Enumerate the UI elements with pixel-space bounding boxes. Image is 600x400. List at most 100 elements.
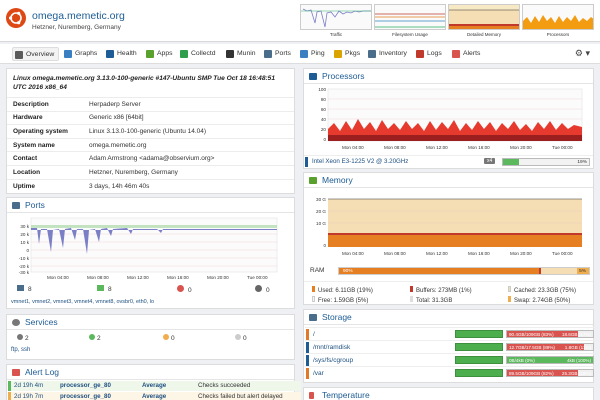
mem-stat-text: Swap: 2.74GB (50%) bbox=[514, 298, 571, 304]
alert-check[interactable]: Average bbox=[142, 393, 167, 400]
tab-ping[interactable]: Ping bbox=[300, 47, 325, 61]
tab-health[interactable]: Health bbox=[106, 47, 137, 61]
tab-alerts[interactable]: Alerts bbox=[452, 47, 480, 61]
port-total[interactable]: 8 bbox=[17, 285, 32, 293]
services-icon bbox=[12, 319, 20, 326]
tab-munin[interactable]: Munin bbox=[226, 47, 256, 61]
storage-graph-bar bbox=[455, 369, 503, 377]
port-disabled-icon bbox=[255, 285, 262, 292]
mem-stat-used: Used: 6.11GB (19%) bbox=[312, 286, 373, 294]
alert-entity[interactable]: processor_ge_80 bbox=[60, 393, 111, 400]
service-disabled[interactable]: 0 bbox=[235, 334, 247, 342]
y-axis-tick: 20 bbox=[321, 127, 327, 132]
x-axis-tick: Mon 08:00 bbox=[87, 275, 109, 280]
panel-title: Processors bbox=[322, 71, 365, 81]
alert-row[interactable]: 2d 19h 7m processor_ge_80 Average Checks… bbox=[8, 392, 301, 400]
services-panel-header[interactable]: Services bbox=[7, 315, 294, 330]
ram-row[interactable]: RAM 90% 5% bbox=[304, 265, 593, 277]
port-up[interactable]: 8 bbox=[97, 285, 112, 293]
storage-mount[interactable]: /var bbox=[313, 370, 324, 377]
y-axis-tick: 30 G bbox=[316, 197, 326, 202]
x-axis-tick: Tue 00:00 bbox=[552, 251, 573, 256]
service-disabled-icon bbox=[235, 334, 241, 340]
storage-row[interactable]: / 90.4GB/109GB (83%) 18.6GB (17%) bbox=[305, 327, 598, 340]
cpu-usage-bar: 19% bbox=[502, 158, 590, 166]
mini-graph-traffic[interactable]: Traffic bbox=[300, 4, 372, 38]
alert-log-panel-header[interactable]: Alert Log bbox=[7, 365, 294, 380]
storage-row[interactable]: /var 89.5GB/109GB (82%) 25.3GB (18%) bbox=[305, 366, 598, 379]
table-row: Description Herpaderp Server bbox=[7, 97, 294, 112]
storage-row[interactable]: /sys/fs/cgroup 0B/4kB (0%) 4kB (100%) bbox=[305, 353, 598, 366]
service-up-count: 2 bbox=[97, 335, 101, 342]
storage-panel-header[interactable]: Storage bbox=[304, 310, 593, 325]
panel-title: Alert Log bbox=[25, 367, 60, 377]
alert-entity[interactable]: processor_ge_80 bbox=[60, 382, 111, 389]
ports-panel-header[interactable]: Ports bbox=[7, 198, 294, 213]
ports-interface-list[interactable]: vmnet1, vmnet2, vmnet3, vmnet4, vmnet8, … bbox=[11, 299, 155, 305]
storage-mount[interactable]: /sys/fs/cgroup bbox=[313, 357, 354, 364]
x-axis-tick: Mon 16:00 bbox=[468, 145, 490, 150]
tab-inventory[interactable]: Inventory bbox=[368, 47, 407, 61]
storage-used-text: 12.7GB/17.5GB (89%) bbox=[509, 345, 555, 350]
gear-icon[interactable]: ⚙ ▾ bbox=[574, 48, 590, 58]
service-total[interactable]: 2 bbox=[17, 334, 29, 342]
x-axis-tick: Mon 16:00 bbox=[468, 251, 490, 256]
tab-graphs[interactable]: Graphs bbox=[64, 47, 97, 61]
tab-logs[interactable]: Logs bbox=[416, 47, 442, 61]
storage-usage-bar: 0B/4kB (0%) 4kB (100%) bbox=[506, 356, 594, 364]
storage-row[interactable]: /mnt/ramdisk 12.7GB/17.5GB (89%) 1.8GB (1… bbox=[305, 340, 598, 353]
tab-label: Inventory bbox=[379, 50, 407, 57]
services-list[interactable]: ftp, ssh bbox=[11, 347, 31, 353]
tab-ports[interactable]: Ports bbox=[264, 47, 291, 61]
processors-graph[interactable]: 100 80 60 40 20 0 Mon 04:00 Mon 08:00 Mo… bbox=[304, 85, 593, 153]
mem-total-swatch bbox=[410, 296, 413, 302]
mem-stat-text: Cached: 23.3GB (75%) bbox=[514, 288, 577, 294]
processors-panel-header[interactable]: Processors bbox=[304, 69, 593, 84]
memory-panel-header[interactable]: Memory bbox=[304, 173, 593, 188]
mini-graph-filesystem[interactable]: Filesystem Usage bbox=[374, 4, 446, 38]
ports-traffic-graph[interactable]: 30 k 20 k 10 k 0 -10 k -20 k -30 k Mon 0… bbox=[7, 214, 294, 282]
service-up[interactable]: 2 bbox=[89, 334, 101, 342]
port-up-count: 8 bbox=[108, 286, 112, 293]
tab-overview[interactable]: Overview bbox=[12, 47, 60, 61]
mem-free-swatch bbox=[312, 296, 315, 302]
storage-mount[interactable]: / bbox=[313, 331, 315, 338]
processor-row-marker bbox=[305, 157, 308, 167]
memory-graph[interactable]: 30 G 20 G 10 G 0 Mon 04:00 Mon 08:00 Mon… bbox=[304, 189, 593, 263]
storage-mount[interactable]: /mnt/ramdisk bbox=[313, 344, 351, 351]
port-down[interactable]: 0 bbox=[177, 285, 192, 294]
storage-graph-bar bbox=[455, 330, 503, 338]
mini-graph-processors[interactable]: Processors bbox=[522, 4, 594, 38]
graphs-icon bbox=[64, 50, 72, 58]
device-location: Hetzner, Nuremberg, Germany bbox=[32, 24, 121, 31]
alert-row[interactable]: 2d 19h 4m processor_ge_80 Average Checks… bbox=[8, 381, 301, 391]
table-row: Location Hetzner, Nuremberg, Germany bbox=[7, 164, 294, 180]
panel-title: Services bbox=[25, 317, 58, 327]
port-total-count: 8 bbox=[28, 286, 32, 293]
cpu-name[interactable]: Intel Xeon E3-1225 V2 @ 3.20GHz bbox=[312, 158, 409, 165]
tab-label: Apps bbox=[157, 50, 173, 57]
mini-graph-caption: Processors bbox=[546, 32, 570, 37]
alert-time: 2d 19h 4m bbox=[14, 382, 44, 389]
alert-check[interactable]: Average bbox=[142, 382, 167, 389]
port-disabled[interactable]: 0 bbox=[255, 285, 270, 294]
x-axis-tick: Tue 00:00 bbox=[247, 275, 268, 280]
storage-usage-fill bbox=[507, 344, 584, 350]
processor-row[interactable]: Intel Xeon E3-1225 V2 @ 3.20GHz x4 19% bbox=[304, 155, 593, 167]
tab-label: Pkgs bbox=[345, 50, 361, 57]
alert-message: Checks succeeded bbox=[198, 382, 251, 389]
mini-graph-memory[interactable]: Detailed Memory bbox=[448, 4, 520, 38]
overview-icon bbox=[15, 51, 23, 59]
tab-pkgs[interactable]: Pkgs bbox=[334, 47, 360, 61]
tab-collectd[interactable]: Collectd bbox=[180, 47, 216, 61]
temperature-panel-header[interactable]: Temperature bbox=[304, 388, 593, 400]
tab-label: Logs bbox=[427, 50, 442, 57]
tab-apps[interactable]: Apps bbox=[146, 47, 173, 61]
memory-panel: Memory 30 G 20 G 10 G 0 Mon 04:00 Mon 08… bbox=[303, 172, 594, 305]
y-axis-tick: 0 bbox=[323, 243, 326, 248]
device-hostname[interactable]: omega.memetic.org bbox=[32, 10, 125, 22]
service-down[interactable]: 0 bbox=[163, 334, 175, 342]
health-icon bbox=[106, 50, 114, 58]
pkgs-icon bbox=[334, 50, 342, 58]
info-key: Description bbox=[7, 97, 83, 112]
